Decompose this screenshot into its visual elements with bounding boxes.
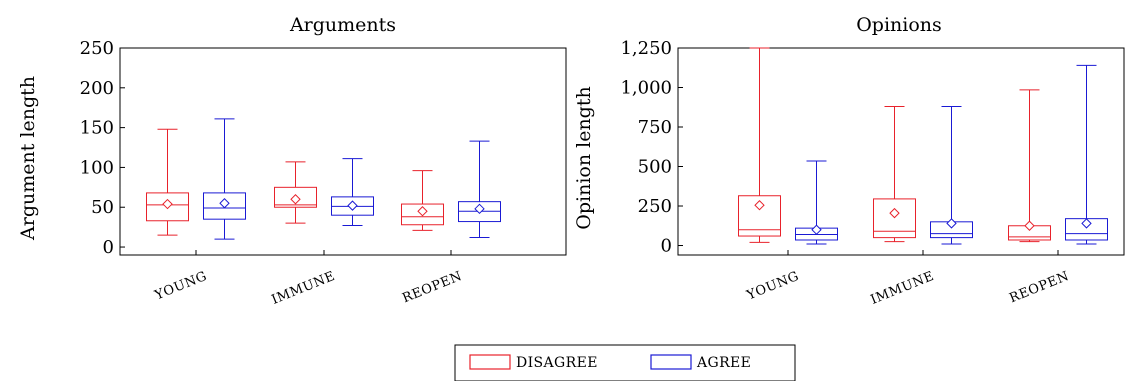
y-tick-label: 1,000 xyxy=(620,78,672,99)
chart-title: Opinions xyxy=(856,14,942,36)
y-tick-label: 200 xyxy=(80,78,114,99)
mean-marker xyxy=(811,224,822,235)
mean-marker xyxy=(1024,220,1035,231)
plot-frame xyxy=(119,47,567,256)
x-tick-label: YOUNG xyxy=(152,269,210,304)
y-tick-label: 250 xyxy=(638,196,672,217)
box-agree-young xyxy=(795,160,838,245)
x-tick-label: IMMUNE xyxy=(270,269,338,308)
mean-marker xyxy=(1081,218,1092,229)
chart-arguments: Arguments Argument length 0 50 100 150 200 25… xyxy=(17,14,567,308)
chart-title: Arguments xyxy=(289,14,396,36)
box-agree-reopen xyxy=(1065,64,1108,245)
legend-swatch xyxy=(650,354,692,370)
y-tick-label: 150 xyxy=(80,118,114,139)
legend: DISAGREE AGREE xyxy=(454,344,796,381)
box-agree-young xyxy=(203,118,246,240)
legend-swatch xyxy=(469,354,511,370)
y-tick-label: 100 xyxy=(80,157,114,178)
legend-item-disagree: DISAGREE xyxy=(469,354,598,371)
y-tick-label: 0 xyxy=(103,237,114,258)
chart-opinions: Opinions Opinion length 0 250 500 750 1,000 1… xyxy=(573,14,1125,308)
y-axis-label: Argument length xyxy=(17,76,39,241)
y-tick-label: 750 xyxy=(638,117,672,138)
x-tick-label: IMMUNE xyxy=(869,269,937,308)
y-tick-label: 250 xyxy=(80,38,114,59)
box-disagree-immune xyxy=(873,105,916,243)
legend-label: DISAGREE xyxy=(516,355,598,371)
box-agree-reopen xyxy=(458,140,501,238)
box-agree-immune xyxy=(331,158,374,227)
box-disagree-young xyxy=(738,47,781,243)
box-disagree-immune xyxy=(274,161,317,224)
mean-marker xyxy=(290,194,301,205)
mean-marker xyxy=(474,203,485,215)
box-agree-immune xyxy=(930,105,973,245)
box-disagree-young xyxy=(146,128,189,236)
y-tick-label: 50 xyxy=(91,197,114,218)
legend-frame xyxy=(454,344,796,381)
mean-marker xyxy=(417,206,428,217)
y-axis-label: Opinion length xyxy=(573,86,595,229)
mean-marker xyxy=(219,198,230,209)
legend-item-agree: AGREE xyxy=(650,354,751,371)
mean-marker xyxy=(162,198,173,210)
y-tick-label: 1,250 xyxy=(620,38,672,59)
legend-label: AGREE xyxy=(696,355,751,371)
x-tick-label: REOPEN xyxy=(400,269,464,307)
mean-marker xyxy=(946,218,957,229)
x-tick-label: REOPEN xyxy=(1007,269,1071,307)
y-tick-label: 0 xyxy=(661,236,672,257)
mean-marker xyxy=(754,200,765,211)
x-tick-label: YOUNG xyxy=(744,269,802,304)
y-tick-label: 500 xyxy=(638,157,672,178)
mean-marker xyxy=(889,207,900,219)
box-disagree-reopen xyxy=(1008,89,1051,243)
plot-frame xyxy=(677,47,1125,256)
box-disagree-reopen xyxy=(401,170,444,231)
mean-marker xyxy=(347,200,358,211)
